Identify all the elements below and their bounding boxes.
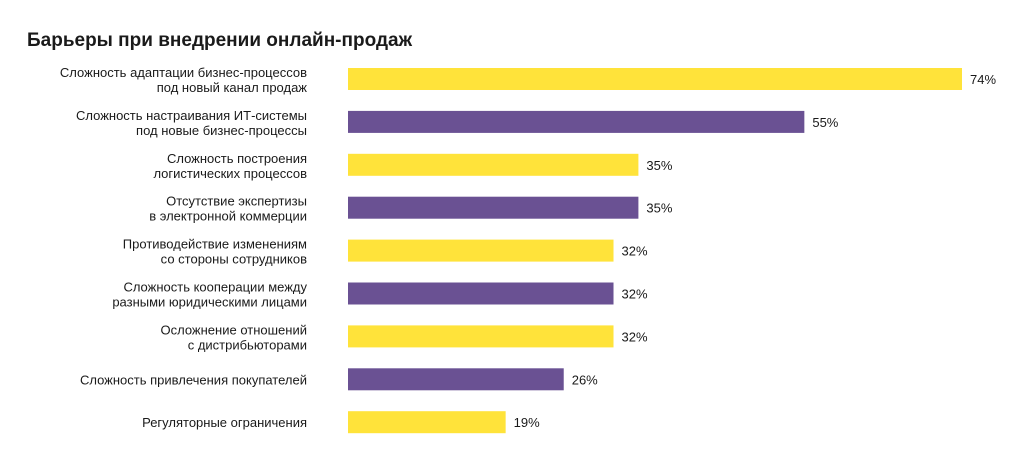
category-label: Противодействие изменениям со стороны сот… bbox=[123, 237, 307, 267]
bar bbox=[348, 153, 639, 176]
category-label: Сложность построения логистических процес… bbox=[153, 151, 307, 181]
bar bbox=[348, 325, 614, 348]
category-label: Сложность кооперации между разными юридич… bbox=[112, 280, 307, 310]
value-label: 55% bbox=[812, 115, 838, 130]
value-label: 35% bbox=[646, 201, 672, 216]
category-label: Осложнение отношений с дистрибьюторами bbox=[161, 322, 308, 352]
bar bbox=[348, 68, 962, 90]
value-label: 32% bbox=[622, 244, 648, 259]
value-label: 32% bbox=[622, 287, 648, 302]
chart-title: Барьеры при внедрении онлайн-продаж bbox=[27, 30, 413, 51]
value-label: 32% bbox=[622, 329, 648, 344]
category-label: Отсутствие экспертизы в электронной комме… bbox=[149, 194, 307, 224]
value-label: 74% bbox=[970, 72, 996, 87]
value-label: 26% bbox=[572, 372, 598, 387]
value-label: 19% bbox=[514, 415, 540, 430]
value-label: 35% bbox=[646, 158, 672, 173]
bar bbox=[348, 239, 614, 262]
category-label: Регуляторные ограничения bbox=[142, 415, 307, 430]
bar bbox=[348, 110, 805, 133]
category-label: Сложность адаптации бизнес-процессов под … bbox=[60, 65, 307, 95]
category-label: Сложность настраивания ИТ-системы под нов… bbox=[76, 108, 307, 138]
category-label: Сложность привлечения покупателей bbox=[80, 372, 307, 387]
bar bbox=[348, 411, 506, 434]
bar bbox=[348, 368, 564, 391]
bar bbox=[348, 282, 614, 305]
bar bbox=[348, 196, 639, 219]
